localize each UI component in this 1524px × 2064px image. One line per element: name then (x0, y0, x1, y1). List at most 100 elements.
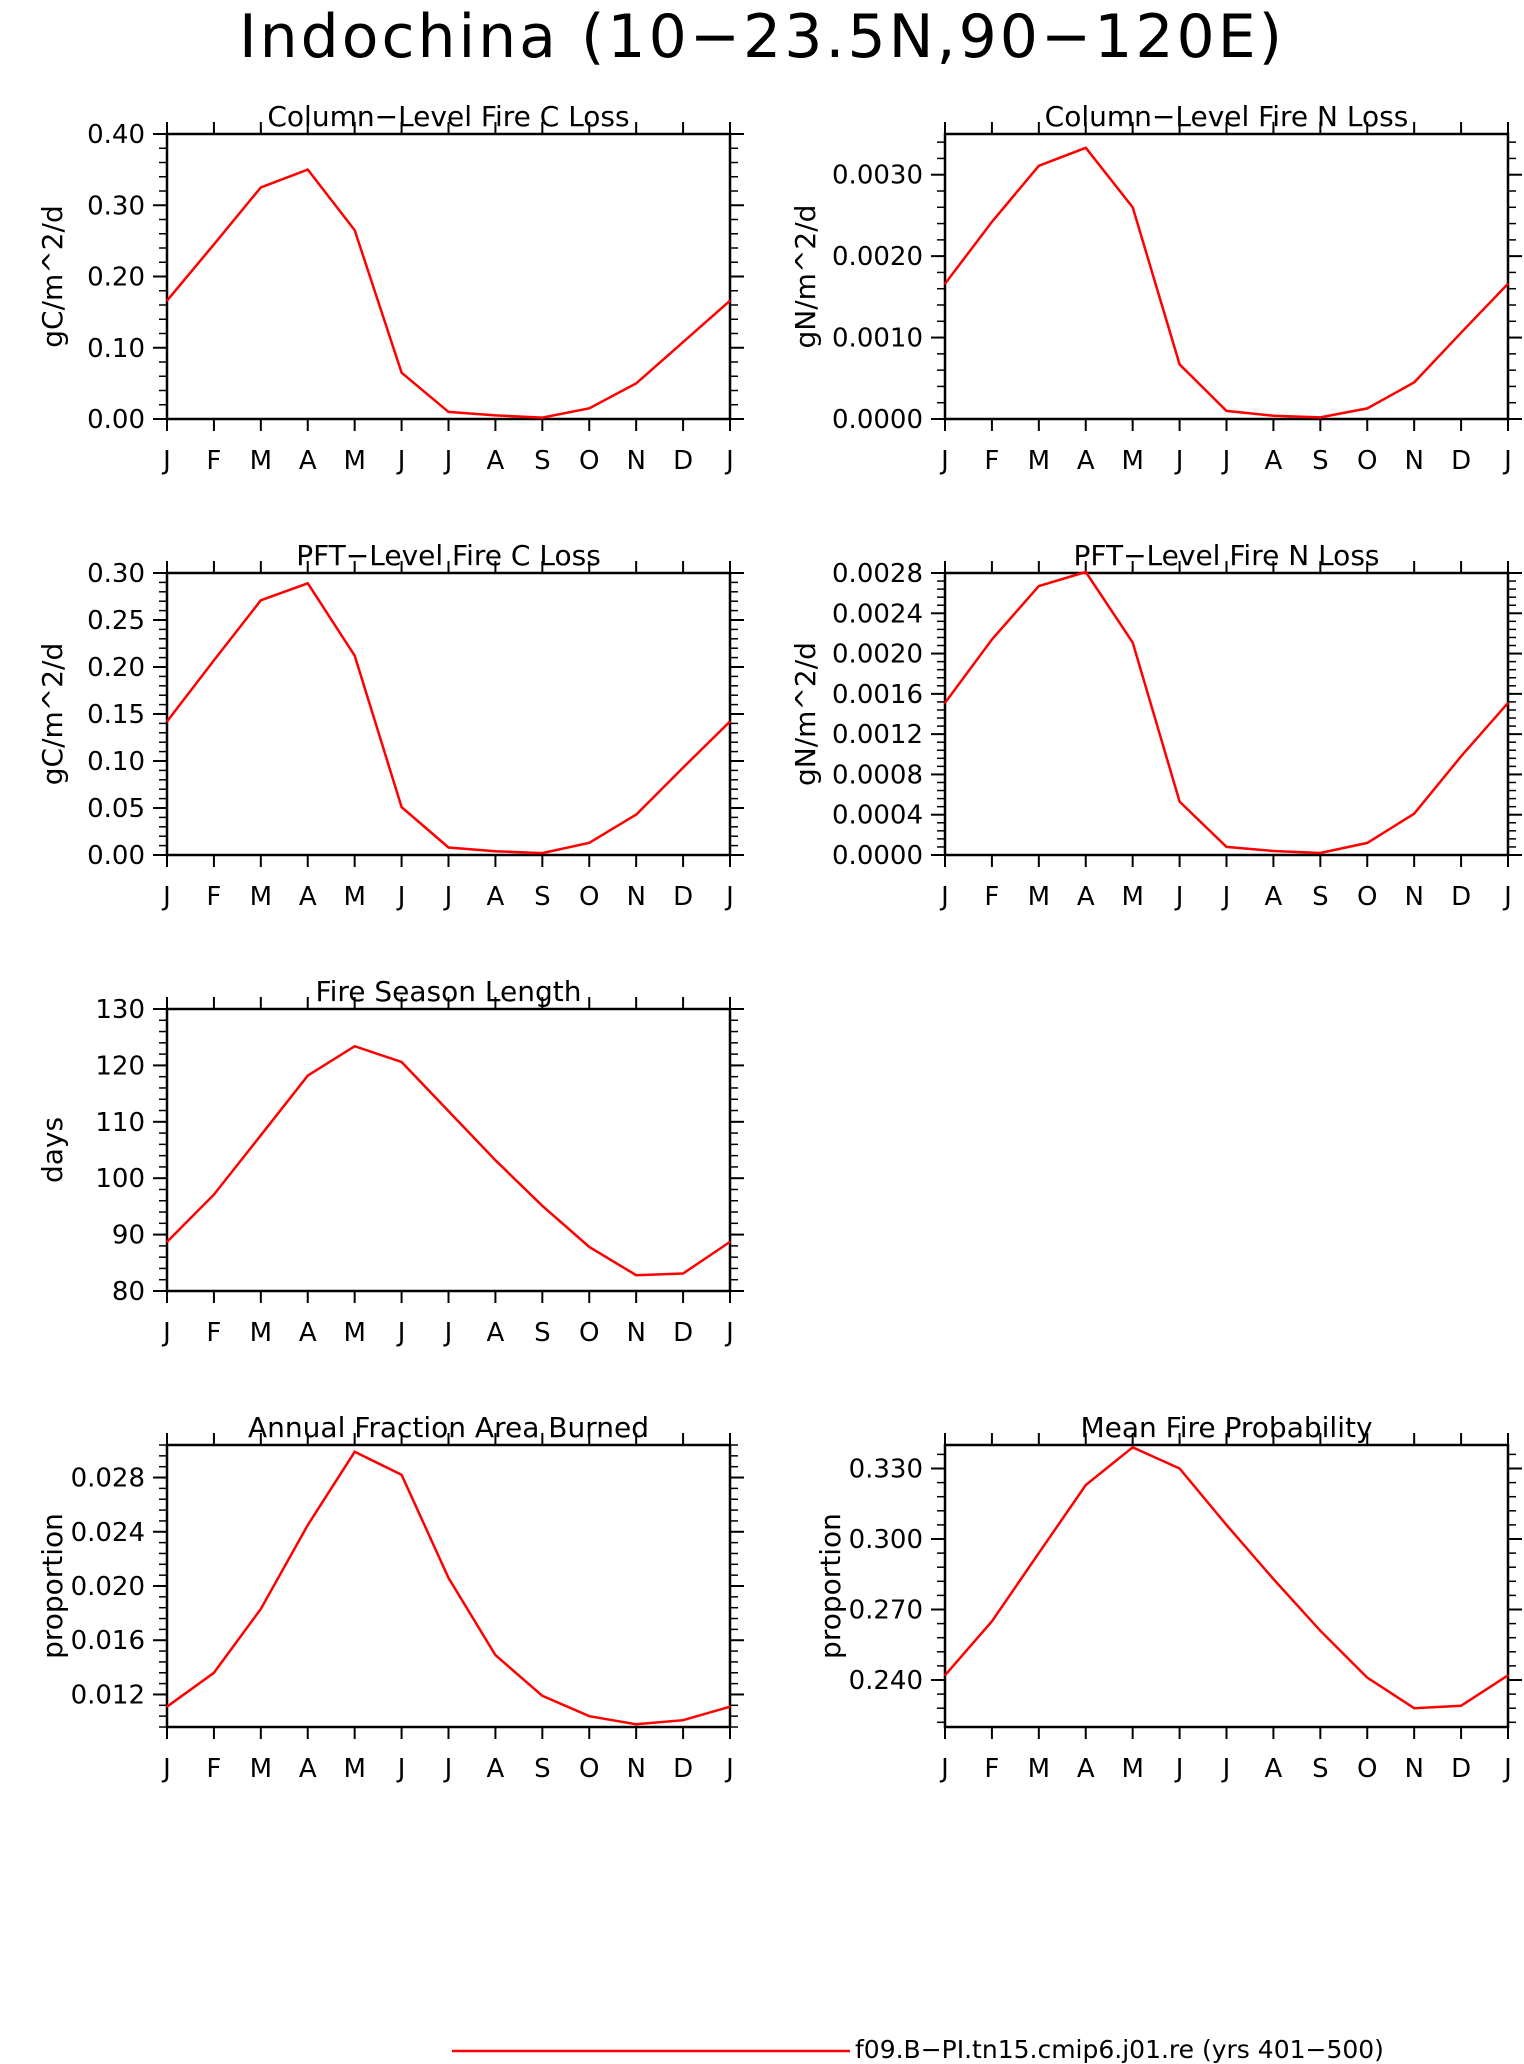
data-point (260, 1134, 262, 1137)
y-tick-label: 0.0028 (832, 559, 923, 589)
y-axis-label: gC/m^2/d (36, 205, 69, 348)
chart-title: Column−Level Fire C Loss (267, 100, 629, 133)
data-point (1225, 846, 1228, 848)
plot-frame (943, 1443, 1510, 1729)
data-point (447, 411, 450, 413)
data-point (541, 416, 544, 419)
data-point (494, 850, 497, 853)
data-point (635, 813, 637, 816)
y-axis-label: gC/m^2/d (36, 643, 69, 786)
y-tick-label: 0.012 (71, 1680, 145, 1710)
data-point (213, 1671, 215, 1674)
y-tick-label: 0.300 (849, 1525, 923, 1555)
data-point (1131, 206, 1134, 209)
y-axis-label: proportion (814, 1513, 847, 1659)
y-tick-label: 0.0030 (832, 161, 923, 191)
x-tick-label: J (443, 882, 453, 912)
x-tick-label: N (1404, 882, 1423, 912)
data-point (213, 243, 215, 246)
data-point (1038, 585, 1040, 587)
x-tick-label: M (1028, 882, 1050, 912)
data-point (353, 1450, 356, 1453)
data-point (991, 221, 993, 223)
x-tick-label: S (534, 446, 551, 476)
data-point (166, 720, 168, 723)
x-tick-label: F (206, 882, 221, 912)
data-point (306, 1074, 309, 1077)
x-tick-label: J (1221, 1754, 1231, 1784)
x-tick-label: J (396, 1318, 406, 1348)
x-tick-label: N (626, 1318, 645, 1348)
x-tick-label: A (487, 1318, 505, 1348)
x-tick-label: D (673, 446, 693, 476)
data-point (1131, 1446, 1134, 1449)
x-tick-label: D (1451, 882, 1471, 912)
series-line (166, 168, 731, 419)
x-tick-label: J (1502, 882, 1512, 912)
y-axis: 0.0000 0.0010 0.0020 0.0030 (832, 141, 1522, 435)
data-point (1084, 147, 1087, 149)
x-tick-label: F (984, 882, 999, 912)
x-tick-label: J (443, 1754, 453, 1784)
data-point (1413, 1707, 1415, 1709)
data-point (588, 1715, 591, 1717)
data-point (1084, 1484, 1087, 1486)
y-axis-label: proportion (36, 1513, 69, 1659)
data-point (541, 852, 544, 854)
x-tick-label: A (487, 1754, 505, 1784)
data-point (1272, 1578, 1275, 1580)
data-point (353, 229, 356, 231)
x-tick-label: F (984, 446, 999, 476)
x-tick-label: M (250, 1754, 272, 1784)
chart-title: Mean Fire Probability (1080, 1411, 1372, 1444)
x-tick-label: J (939, 882, 949, 912)
data-point (306, 168, 309, 171)
x-tick-label: J (1174, 446, 1184, 476)
data-point (166, 1705, 168, 1708)
x-tick-label: J (939, 1754, 949, 1784)
y-axis: 80 90 100 110 120 130 (95, 995, 744, 1307)
x-tick-label: J (443, 446, 453, 476)
x-tick-label: A (1077, 882, 1095, 912)
data-point (447, 1577, 450, 1579)
data-point (682, 766, 684, 769)
y-tick-label: 0.40 (87, 120, 145, 150)
y-tick-label: 0.0024 (832, 599, 923, 629)
y-tick-label: 0.30 (87, 559, 145, 589)
data-point (306, 582, 309, 585)
series-line (166, 1450, 731, 1726)
x-tick-label: A (1077, 1754, 1095, 1784)
y-tick-label: 0.0000 (832, 841, 923, 871)
data-point (1178, 1467, 1181, 1470)
x-tick-label: S (1312, 446, 1329, 476)
x-tick-label: D (673, 882, 693, 912)
y-axis: 0.0000 0.0004 0.0008 0.0012 0.0016 0.0020 0.00… (832, 559, 1522, 871)
x-tick-label: N (626, 1754, 645, 1784)
x-tick-label: F (206, 446, 221, 476)
x-tick-label: J (396, 446, 406, 476)
y-tick-label: 0.0004 (832, 801, 923, 831)
x-tick-label: J (724, 1318, 734, 1348)
y-tick-label: 0.270 (849, 1596, 923, 1626)
x-tick-label: J (161, 1754, 171, 1784)
x-tick-label: A (299, 446, 317, 476)
y-tick-label: 0.0020 (832, 640, 923, 670)
x-tick-label: M (250, 446, 272, 476)
data-point (944, 702, 946, 704)
chart-title: Fire Season Length (316, 975, 582, 1008)
chart-panel-2: J F M A M J J A S O N D J0.00000.00100.00200.0030gN/… (789, 100, 1522, 476)
data-point (1272, 414, 1275, 417)
data-point (729, 720, 731, 723)
x-tick-label: F (206, 1754, 221, 1784)
data-point (991, 638, 993, 641)
chart-panel-1: J F M A M J J A S O N D J0.000.100.200.300.40gC/m^2/… (36, 100, 744, 476)
data-point (635, 1274, 637, 1277)
data-point (1319, 852, 1322, 854)
y-tick-label: 0.240 (849, 1666, 923, 1696)
data-point (729, 299, 731, 302)
